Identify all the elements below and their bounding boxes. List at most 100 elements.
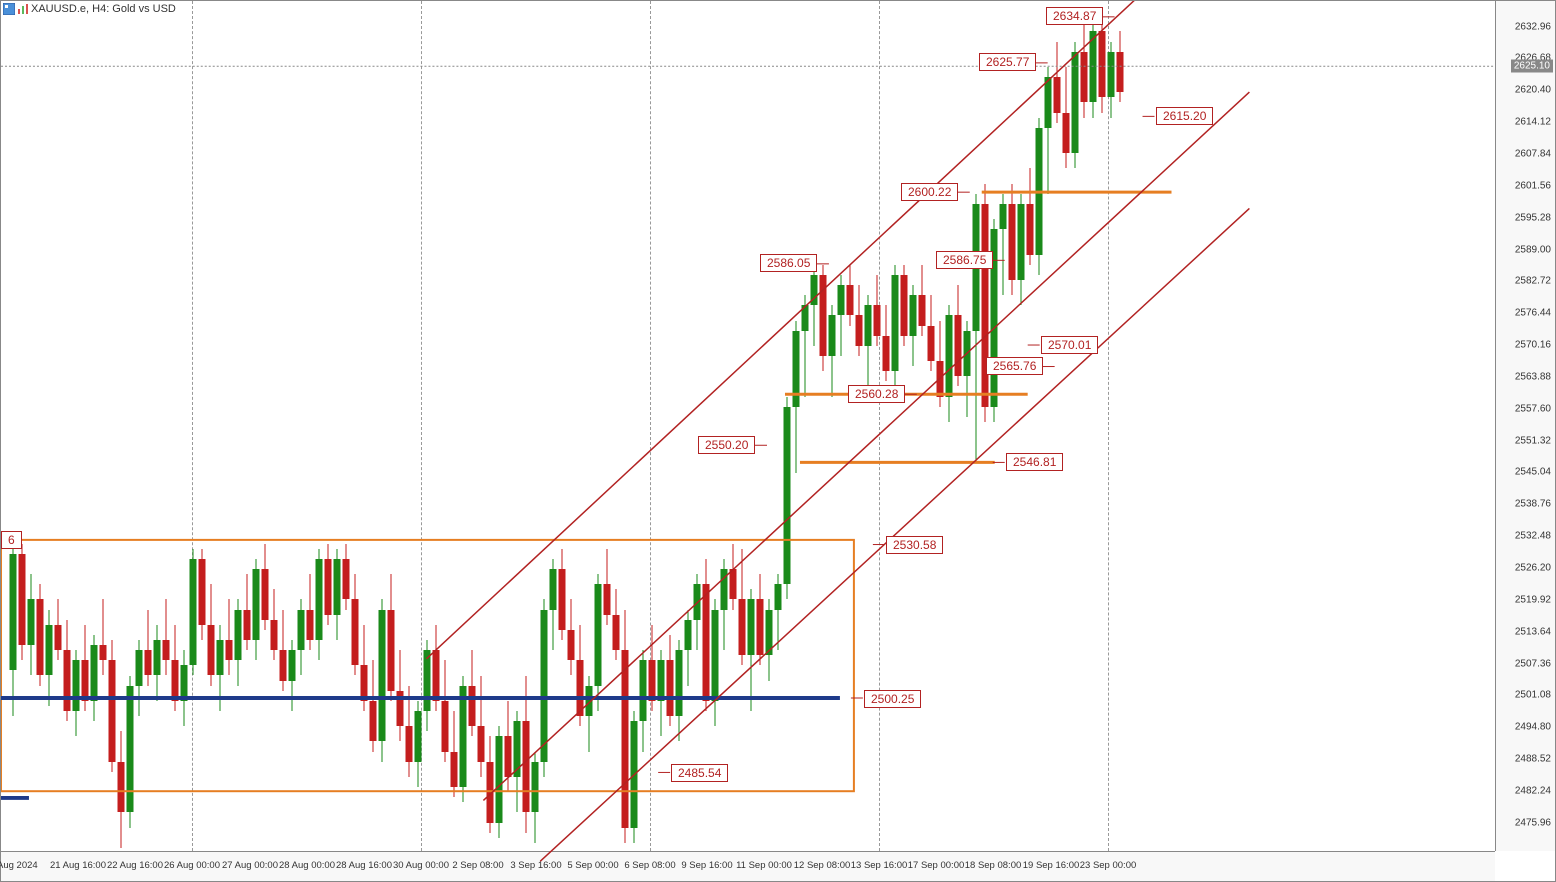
candle[interactable] [909, 285, 917, 366]
candle[interactable] [657, 650, 665, 736]
candle[interactable] [459, 676, 467, 803]
chart-plot-area[interactable]: 2634.872625.772615.202600.222586.052586.… [1, 1, 1495, 851]
candle[interactable] [81, 625, 89, 711]
candle[interactable] [243, 574, 251, 650]
candle[interactable] [468, 650, 476, 736]
candle[interactable] [927, 295, 935, 371]
candle[interactable] [1080, 21, 1088, 117]
candle[interactable] [450, 711, 458, 797]
candle[interactable] [360, 625, 368, 711]
candle[interactable] [126, 676, 134, 828]
candle[interactable] [846, 265, 854, 326]
candle[interactable] [405, 686, 413, 777]
candle[interactable] [972, 194, 980, 463]
candle[interactable] [1044, 67, 1052, 194]
candle[interactable] [747, 589, 755, 711]
candle[interactable] [162, 599, 170, 675]
candle[interactable] [207, 584, 215, 685]
price-label[interactable]: 2550.20 [698, 436, 755, 454]
candle[interactable] [765, 599, 773, 680]
candle[interactable] [603, 549, 611, 625]
candle[interactable] [279, 610, 287, 691]
candle[interactable] [1026, 168, 1034, 264]
candle[interactable] [1098, 21, 1106, 112]
candle[interactable] [189, 549, 197, 676]
candle[interactable] [882, 305, 890, 381]
candle[interactable] [495, 726, 503, 838]
candle[interactable] [1071, 42, 1079, 169]
candle[interactable] [396, 650, 404, 741]
price-label[interactable]: 2500.25 [864, 690, 921, 708]
candle[interactable] [351, 574, 359, 675]
candle[interactable] [891, 265, 899, 397]
candle[interactable] [324, 544, 332, 625]
price-label[interactable]: 2600.22 [901, 183, 958, 201]
price-label[interactable]: 2615.20 [1156, 107, 1213, 125]
candle[interactable] [783, 397, 791, 600]
candle[interactable] [18, 544, 26, 661]
candle[interactable] [522, 676, 530, 833]
candle[interactable] [54, 599, 62, 660]
candle[interactable] [756, 574, 764, 665]
candle[interactable] [567, 599, 575, 675]
candle[interactable] [369, 660, 377, 751]
candle[interactable] [531, 752, 539, 843]
candle[interactable] [1089, 21, 1097, 117]
price-label[interactable]: 2586.05 [760, 254, 817, 272]
price-label[interactable]: 2565.76 [986, 357, 1043, 375]
candle[interactable] [144, 610, 152, 686]
candle[interactable] [630, 711, 638, 843]
candle[interactable] [558, 549, 566, 640]
candle[interactable] [1107, 42, 1115, 118]
candle[interactable] [135, 640, 143, 716]
candle[interactable] [684, 610, 692, 686]
candle[interactable] [729, 544, 737, 610]
price-label[interactable]: 2530.58 [886, 536, 943, 554]
candle[interactable] [990, 219, 998, 422]
candle[interactable] [315, 549, 323, 661]
candle[interactable] [216, 625, 224, 711]
price-label[interactable]: 2570.01 [1041, 336, 1098, 354]
candle[interactable] [99, 599, 107, 675]
candle[interactable] [945, 305, 953, 422]
candle[interactable] [198, 549, 206, 640]
candle[interactable] [981, 184, 989, 422]
candle[interactable] [225, 599, 233, 675]
candle[interactable] [72, 650, 80, 736]
candle[interactable] [477, 676, 485, 777]
candle[interactable] [108, 640, 116, 772]
price-label[interactable]: 2625.77 [979, 53, 1036, 71]
candle[interactable] [378, 599, 386, 761]
candle[interactable] [855, 285, 863, 356]
candle[interactable] [513, 711, 521, 812]
candle[interactable] [306, 574, 314, 650]
candle[interactable] [252, 559, 260, 660]
candle[interactable] [594, 574, 602, 711]
candle[interactable] [1017, 194, 1025, 306]
candle[interactable] [1008, 184, 1016, 296]
candle[interactable] [333, 549, 341, 640]
candle[interactable] [702, 559, 710, 711]
candle[interactable] [117, 731, 125, 848]
price-label[interactable]: 2634.87 [1046, 7, 1103, 25]
candle[interactable] [954, 285, 962, 386]
candle[interactable] [801, 295, 809, 396]
candle[interactable] [63, 620, 71, 721]
candle[interactable] [693, 574, 701, 650]
candle[interactable] [171, 625, 179, 711]
candle[interactable] [837, 275, 845, 356]
candle[interactable] [297, 599, 305, 675]
candle[interactable] [1062, 67, 1070, 168]
candle[interactable] [792, 321, 800, 473]
candle[interactable] [45, 610, 53, 706]
candle[interactable] [963, 321, 971, 417]
candle[interactable] [720, 559, 728, 650]
candle[interactable] [675, 640, 683, 741]
candle[interactable] [549, 559, 557, 650]
candle[interactable] [90, 635, 98, 721]
candle[interactable] [828, 305, 836, 396]
candle[interactable] [342, 544, 350, 610]
candle[interactable] [999, 194, 1007, 295]
candle[interactable] [486, 736, 494, 832]
candle[interactable] [639, 650, 647, 751]
